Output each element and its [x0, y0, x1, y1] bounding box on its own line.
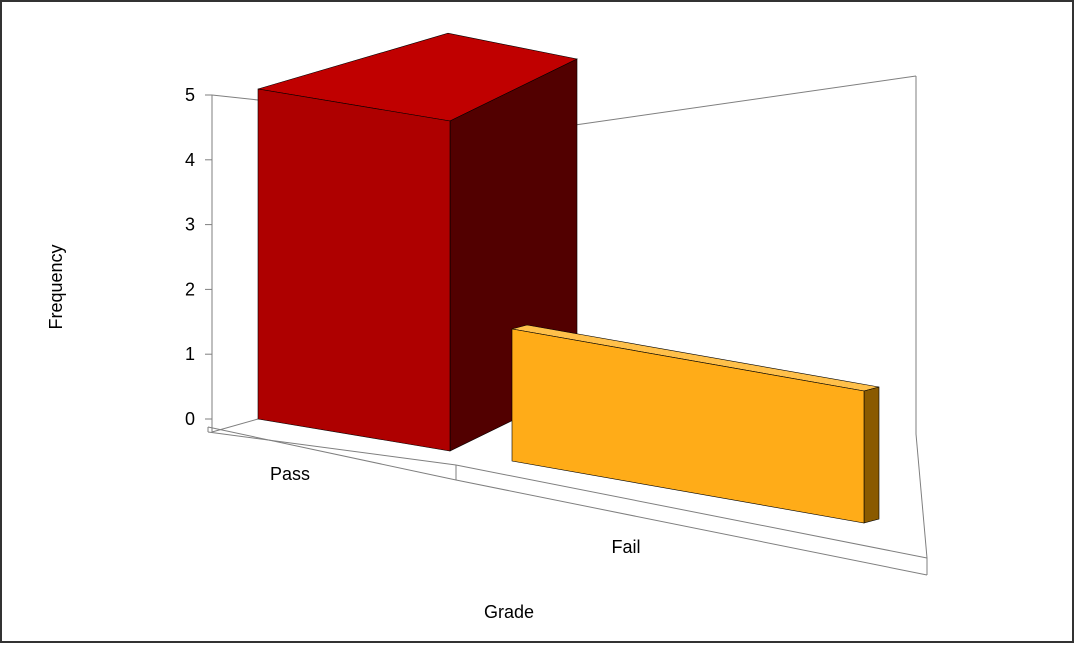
- wall-edge: [915, 433, 928, 559]
- x-axis-title: Grade: [484, 602, 534, 622]
- x-axis: Pass Fail: [270, 464, 641, 557]
- x-tick-label-pass: Pass: [270, 464, 310, 484]
- y-tick-label: 1: [185, 344, 195, 364]
- y-axis: 0 1 2 3 4 5: [185, 85, 212, 429]
- bar-side-fail: [863, 386, 880, 524]
- wall-edge: [207, 431, 457, 466]
- wall-edge: [207, 426, 457, 481]
- y-tick-label: 5: [185, 85, 195, 105]
- wall-edge: [211, 418, 259, 433]
- bar-pass: [257, 88, 451, 452]
- wall-edge: [455, 464, 928, 559]
- y-tick-label: 3: [185, 215, 195, 235]
- wall-edge: [574, 75, 917, 126]
- y-axis-title: Frequency: [46, 244, 66, 329]
- bars: [257, 32, 880, 524]
- wall-edge: [455, 479, 928, 576]
- y-tick-label: 4: [185, 150, 195, 170]
- bar-fail: [511, 328, 865, 524]
- y-tick-label: 0: [185, 409, 195, 429]
- x-tick-label-fail: Fail: [611, 537, 640, 557]
- y-tick-label: 2: [185, 279, 195, 299]
- chart-walls: [207, 75, 928, 576]
- wall-edge: [211, 94, 259, 101]
